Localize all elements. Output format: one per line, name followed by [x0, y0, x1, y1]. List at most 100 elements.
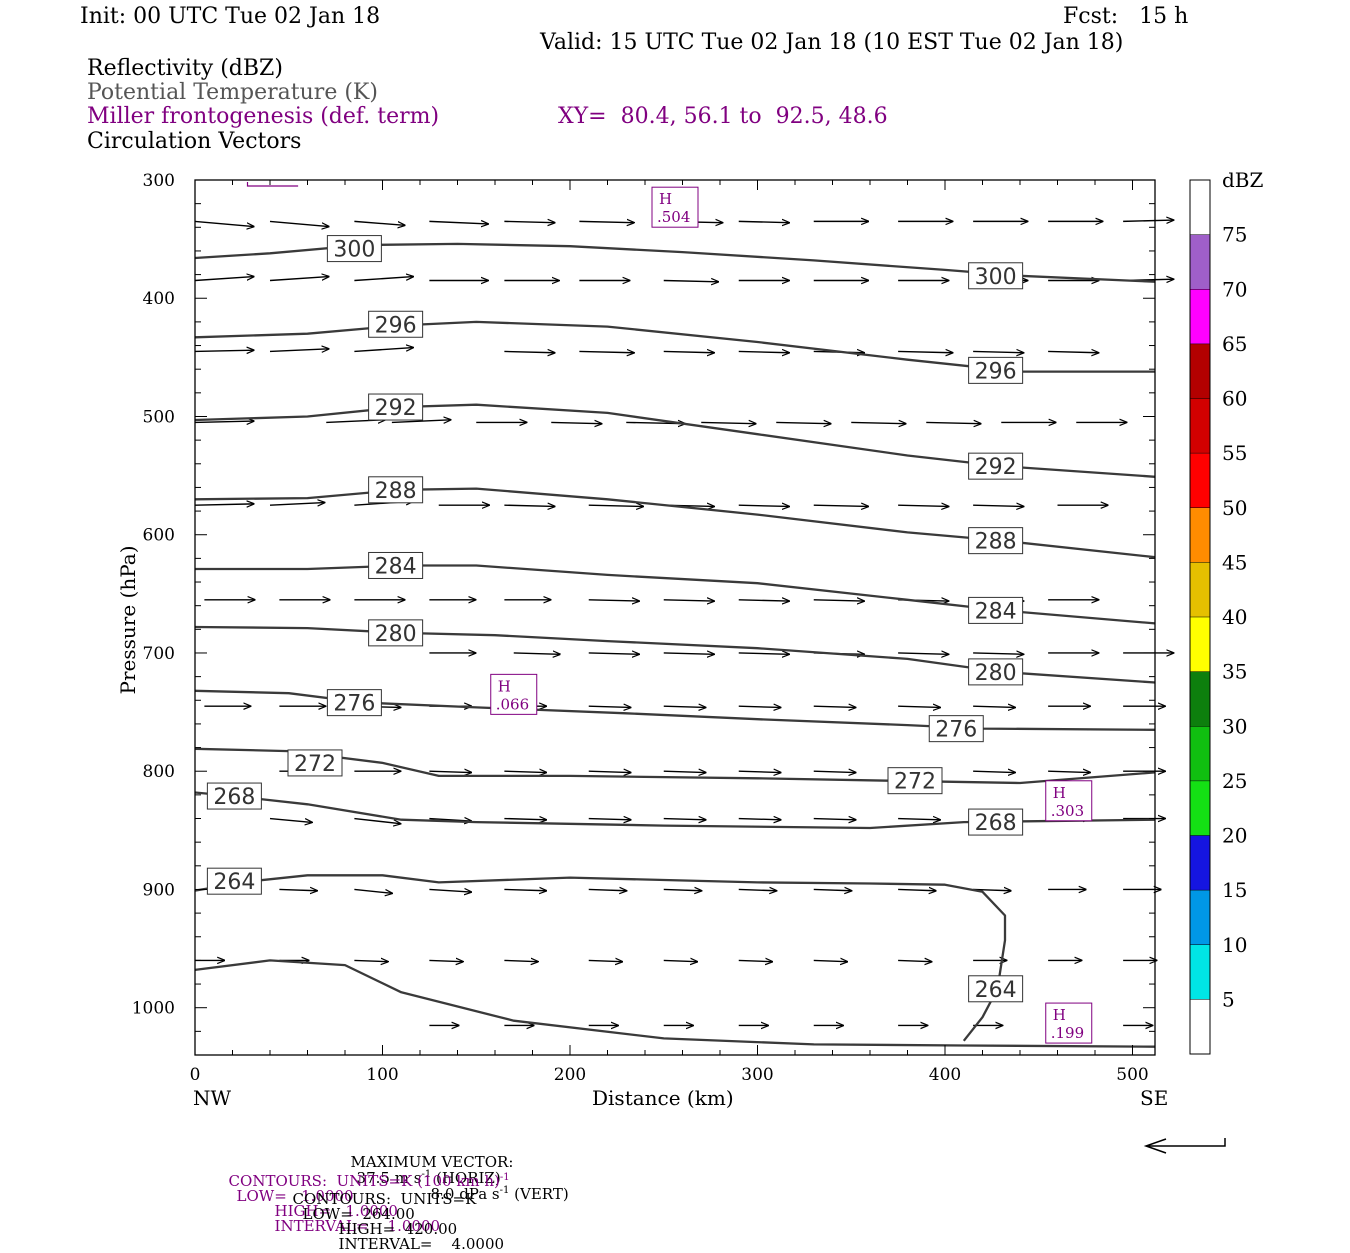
circulation-vector: [738, 653, 789, 654]
colorbar-title: dBZ: [1222, 168, 1264, 192]
circulation-vector: [588, 653, 639, 654]
theta-label-box: [326, 689, 382, 717]
theta-label-box: [368, 551, 424, 579]
circulation-vector: [504, 889, 546, 890]
colorbar-segment: [1190, 507, 1210, 563]
theta-label-box: [968, 808, 1024, 836]
theta-label: 280: [975, 661, 1017, 686]
theta-label-box: [368, 393, 424, 421]
circulation-vector: [588, 706, 631, 707]
frontogenesis-max-box: [651, 186, 699, 228]
init-time: Init: 00 UTC Tue 02 Jan 18: [80, 4, 381, 29]
circulation-vector: [813, 771, 856, 772]
circulation-vector: [898, 653, 948, 654]
circulation-vector: [269, 817, 312, 823]
circulation-vector: [663, 653, 714, 654]
colorbar-segment: [1190, 343, 1210, 399]
theta-label: 300: [333, 238, 375, 263]
theta-label-box: [968, 452, 1024, 480]
circulation-vector: [354, 277, 413, 282]
circulation-vector: [898, 960, 932, 961]
circulation-vector: [194, 220, 254, 226]
colorbar-tick-label: 70: [1222, 277, 1247, 301]
circulation-vector: [973, 889, 1011, 890]
colorbar-tick-label: 5: [1222, 987, 1235, 1011]
x-tick-label: 500: [1116, 1065, 1148, 1085]
circulation-vector: [354, 220, 404, 225]
circulation-vector: [429, 771, 471, 772]
colorbar-tick-label: 65: [1222, 332, 1247, 356]
circulation-vector: [813, 706, 856, 707]
circulation-vector: [504, 351, 554, 352]
circulation-vector: [1123, 220, 1173, 221]
circulation-vector: [588, 771, 631, 772]
circulation-vector: [504, 819, 546, 820]
circulation-vector: [354, 817, 400, 824]
colorbar-tick-label: 45: [1222, 550, 1247, 574]
theta-label: 288: [375, 479, 417, 504]
theta-label: 268: [975, 811, 1017, 836]
frontogenesis-max-value: .066: [496, 695, 529, 713]
circulation-vector: [579, 221, 634, 222]
theta-label: 296: [375, 313, 417, 338]
colorbar-segment: [1190, 835, 1210, 891]
theta-label-box: [287, 749, 343, 777]
x-tick-label: 300: [741, 1065, 773, 1085]
y-tick-label: 800: [143, 762, 175, 782]
colorbar-segment: [1190, 671, 1210, 727]
circulation-vector: [813, 889, 852, 890]
theta-label: 268: [213, 785, 255, 810]
field-frontogenesis: Miller frontogenesis (def. term): [87, 104, 440, 129]
theta-label-box: [968, 975, 1024, 1003]
circulation-vector: [738, 505, 789, 506]
circulation-vector: [429, 889, 471, 892]
theta-label: 276: [333, 692, 375, 717]
theta-label: 272: [294, 752, 336, 777]
circulation-vector: [269, 220, 329, 226]
circulation-vector: [813, 960, 848, 961]
circulation-vector: [279, 889, 317, 890]
cross-section-chart: 3003002962962922922882882842842802802762…: [132, 171, 1247, 1154]
max-vector-line: MAXIMUM VECTOR: 37.5 m s-1 (HORIZ) 8.0 d…: [341, 1140, 569, 1202]
x-tick-label: 200: [554, 1065, 586, 1085]
circulation-vector: [738, 960, 773, 961]
circulation-vector: [813, 600, 864, 601]
theta-contour-info: CONTOURS: UNITS=K LOW= 264.00 HIGH= 420.…: [292, 1190, 505, 1253]
circulation-vector: [898, 706, 940, 707]
colorbar-segment: [1190, 999, 1210, 1054]
circulation-vector: [194, 350, 254, 351]
frontogenesis-max-label: H: [1053, 1006, 1066, 1024]
circulation-vector: [429, 960, 463, 961]
theta-label: 292: [975, 455, 1017, 480]
circulation-vector: [776, 422, 831, 423]
x-tick-label: 0: [190, 1065, 201, 1085]
colorbar-segment: [1190, 289, 1210, 344]
circulation-vector: [551, 422, 601, 423]
circulation-vector: [663, 889, 702, 890]
field-reflectivity: Reflectivity (dBZ): [87, 56, 283, 81]
theta-contour-264: [194, 874, 1007, 1042]
theta-label-box: [968, 527, 1024, 555]
circulation-vector: [701, 422, 756, 423]
circulation-vector: [504, 960, 538, 961]
x-end-label-left: NW: [193, 1086, 232, 1110]
circulation-vector: [1048, 351, 1098, 352]
x-axis-title: Distance (km): [592, 1086, 734, 1110]
theta-label: 300: [975, 265, 1017, 290]
circulation-vector: [663, 960, 698, 961]
theta-label-box: [968, 658, 1024, 686]
y-tick-label: 400: [143, 289, 175, 309]
theta-label-box: [326, 235, 382, 263]
theta-label-box: [968, 596, 1024, 624]
circulation-vector: [898, 351, 953, 352]
theta-label: 264: [975, 978, 1017, 1003]
circulation-vector: [973, 653, 1023, 654]
circulation-vector: [973, 771, 1015, 772]
y-tick-label: 900: [143, 880, 175, 900]
colorbar-tick-label: 10: [1222, 933, 1247, 957]
colorbar-segment: [1190, 562, 1210, 617]
circulation-vector: [663, 771, 706, 772]
colorbar-tick-label: 60: [1222, 387, 1247, 411]
x-tick-label: 100: [366, 1065, 398, 1085]
forecast-hour: Fcst: 15 h: [1063, 4, 1189, 29]
